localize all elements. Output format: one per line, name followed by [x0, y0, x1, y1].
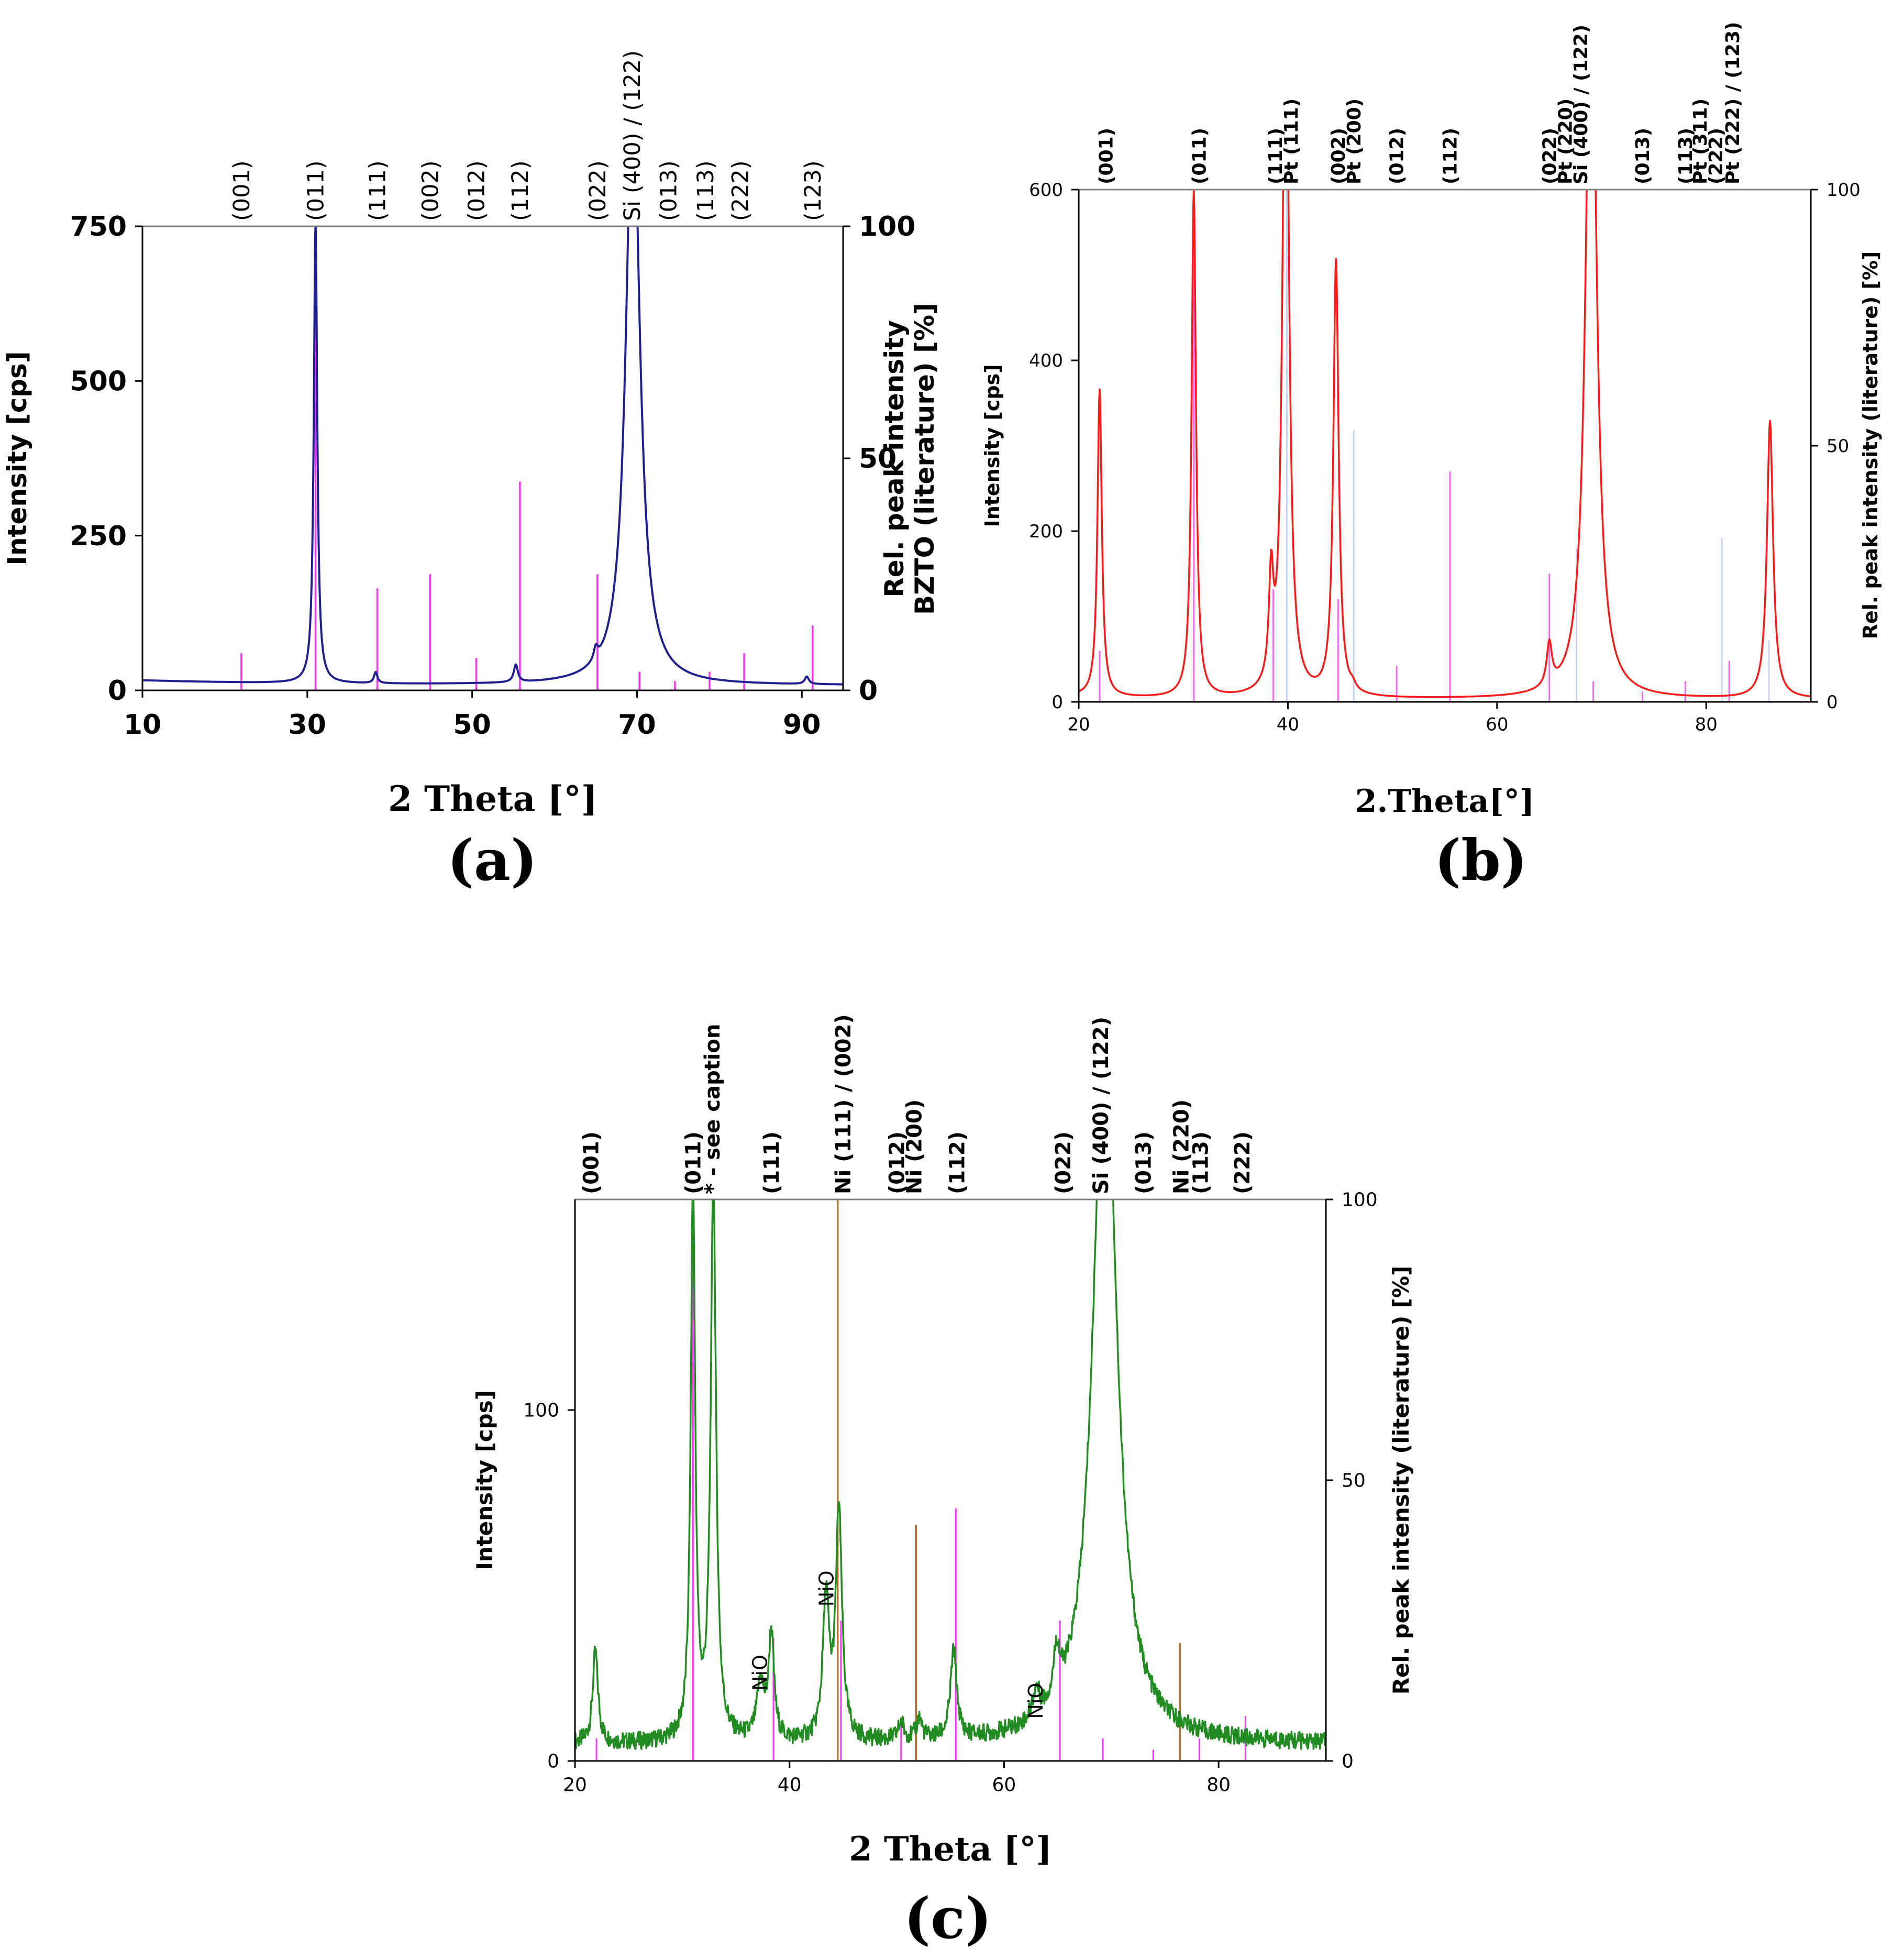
panel-c-phase-label-2: NiO: [1024, 1683, 1047, 1719]
panel-b-y2-tick-label-2: 100: [1826, 180, 1861, 201]
panel-c-x-tick-label-1: 40: [778, 1775, 802, 1796]
panel-a-y-tick-label-3: 750: [70, 211, 127, 243]
panel-a-x-tick-label-2: 50: [453, 709, 491, 741]
panel-c-x-axis-title: 2 Theta [°]: [849, 1830, 1052, 1869]
panel-b-measured-pattern: [1079, 190, 1811, 698]
panel-b-peak-label-4: (002): [1328, 128, 1349, 184]
panel-b-x-tick-label-0: 20: [1067, 714, 1090, 735]
panel-a-peak-label-10: (222): [727, 160, 754, 221]
panel-b-chart: 20 40 60 80 0 200 400 600 0 50 100 2.Theta[°] Intens…: [981, 22, 1882, 820]
panel-b-y-axis-title: Intensity [cps]: [981, 364, 1004, 527]
panel-c-peak-label-8: (022): [1051, 1131, 1076, 1194]
panel-c-y-tick-label-1: 100: [523, 1400, 559, 1422]
panel-a-peak-label-11: (123): [800, 160, 826, 221]
panel-b-peak-label-14: (222): [1706, 128, 1727, 184]
panel-b-y2-tick-label-0: 0: [1826, 692, 1838, 713]
panel-c-y2-tick-label-2: 100: [1342, 1190, 1378, 1211]
panel-b-y2-axis-title-line-0: Rel. peak intensity (literature) [%]: [1859, 251, 1882, 640]
panel-c-y2-axis-title-line-0: Rel. peak intensity (literature) [%]: [1388, 1266, 1414, 1695]
panel-b-peak-label-15: Pt (222) / (123): [1722, 22, 1744, 184]
panel-a-peak-label-6: (022): [585, 160, 611, 221]
panel-a-y2-axis-title-line-1: BZTO (literature) [%]: [910, 303, 940, 615]
panel-a-peak-label-4: (012): [464, 160, 490, 221]
panel-b-peak-label-0: (001): [1096, 128, 1117, 184]
panel-b-peak-label-13: Pt (311): [1690, 98, 1711, 184]
panel-c-peak-label-10: (013): [1132, 1131, 1156, 1194]
panel-c-peak-label-13: (222): [1231, 1131, 1255, 1194]
panel-c-chart: 20 40 60 80 0 100 0 50 100 2 Theta [°] Intensity […: [472, 1014, 1414, 1869]
panel-a-peak-label-7: Si (400) / (122): [619, 50, 646, 221]
panel-b-reference-lines: [1099, 190, 1770, 702]
panel-a-peak-label-0: (001): [229, 160, 255, 221]
panel-c-peak-label-4: Ni (111) / (002): [832, 1014, 856, 1194]
panel-c-peak-label-6: Ni (200): [902, 1099, 926, 1194]
panel-b-y-tick-label-1: 200: [1029, 521, 1063, 542]
panel-b-x-tick-label-2: 60: [1486, 714, 1508, 735]
panel-c-y-axis-title: Intensity [cps]: [472, 1390, 497, 1570]
panel-c-peak-label-1: (011): [681, 1131, 705, 1194]
panel-b-y2-tick-label-1: 50: [1826, 436, 1849, 457]
panel-a-y-tick-label-1: 250: [70, 521, 127, 552]
panel-b-y-tick-label-0: 0: [1051, 692, 1063, 713]
panel-a-y2-tick-label-1: 50: [859, 443, 896, 475]
panel-c-peak-label-0: (001): [580, 1131, 604, 1194]
panel-b-peak-label-3: Pt (111): [1281, 98, 1302, 184]
panel-a-y2-axis-title-line-0: Rel. peak intensity: [879, 320, 910, 598]
panel-c-peak-label-3: (111): [760, 1131, 784, 1194]
panel-c-measured-pattern: [575, 1199, 1326, 1750]
panel-c-peak-label-12: (113): [1189, 1131, 1213, 1194]
panel-b-peak-label-11: (013): [1632, 128, 1654, 184]
panel-a-y2-tick-label-0: 0: [859, 675, 878, 707]
panel-a-peak-label-8: (013): [656, 160, 682, 221]
panel-a-chart: 10 30 50 70 90 0 250 500 750 0 50 100 2 Theta [°] Int…: [2, 50, 940, 819]
panel-label-a: (a): [447, 828, 537, 894]
panel-c-peak-label-5: (012): [885, 1131, 910, 1194]
panel-c-peak-label-11: Ni (220): [1169, 1099, 1193, 1194]
panel-c-phase-label-0: NiO: [748, 1655, 771, 1691]
panel-a-peak-label-3: (002): [417, 160, 444, 221]
panel-c-peak-label-9: Si (400) / (122): [1089, 1017, 1113, 1194]
panel-a-x-tick-label-4: 90: [783, 709, 821, 741]
panel-a-y-axis-title: Intensity [cps]: [2, 351, 32, 565]
panel-b-peak-label-1: (011): [1189, 128, 1210, 184]
panel-b-peak-label-2: (111): [1265, 128, 1287, 184]
panel-b-peak-label-7: (112): [1440, 128, 1462, 184]
panel-a-peak-label-5: (112): [507, 160, 534, 221]
panel-a-peak-label-1: (011): [303, 160, 329, 221]
panel-a-x-tick-label-3: 70: [618, 709, 656, 741]
panel-a-y-tick-label-2: 500: [70, 366, 127, 398]
panel-a-peak-label-2: (111): [365, 160, 391, 221]
panel-b-x-tick-label-1: 40: [1277, 714, 1299, 735]
panel-c-x-tick-label-3: 80: [1206, 1775, 1231, 1796]
panel-b-x-axis-title: 2.Theta[°]: [1355, 783, 1534, 820]
panel-c-y2-tick-label-0: 0: [1342, 1751, 1354, 1772]
panel-a-y2-tick-label-2: 100: [859, 211, 916, 243]
panel-c-phase-label-1: NiO: [815, 1570, 838, 1606]
panel-a-x-tick-label-1: 30: [289, 709, 326, 741]
panel-c-peak-label-2: * - see caption: [701, 1024, 725, 1195]
panel-c-y-tick-label-0: 0: [547, 1751, 559, 1772]
panel-c-x-tick-label-2: 60: [992, 1775, 1016, 1796]
panel-c-peak-label-7: (112): [945, 1131, 969, 1194]
panel-a-measured-pattern: [142, 226, 843, 686]
panel-c-x-tick-label-0: 20: [563, 1775, 587, 1796]
panel-a-x-tick-label-0: 10: [124, 709, 161, 741]
panel-b-peak-label-9: Pt (220): [1555, 98, 1576, 184]
panel-b-peak-label-5: Pt (200): [1344, 98, 1365, 184]
panel-a-y-tick-label-0: 0: [108, 675, 127, 707]
panel-b-y-tick-label-2: 400: [1029, 350, 1063, 371]
panel-b-x-tick-label-3: 80: [1695, 714, 1718, 735]
panel-b-peak-label-8: (022): [1539, 128, 1560, 184]
panel-a-x-axis-title: 2 Theta [°]: [388, 778, 597, 819]
panel-label-c: (c): [904, 1886, 992, 1952]
panel-a-peak-label-9: (113): [693, 160, 719, 221]
panel-b-y-tick-label-3: 600: [1029, 180, 1063, 201]
panel-label-b: (b): [1434, 828, 1527, 894]
panel-b-peak-label-12: (113): [1675, 128, 1697, 184]
panel-c-y2-tick-label-1: 50: [1342, 1470, 1366, 1492]
panel-b-peak-label-6: (012): [1387, 128, 1408, 184]
panel-b-peak-label-10: Si (400) / (122): [1570, 25, 1592, 184]
